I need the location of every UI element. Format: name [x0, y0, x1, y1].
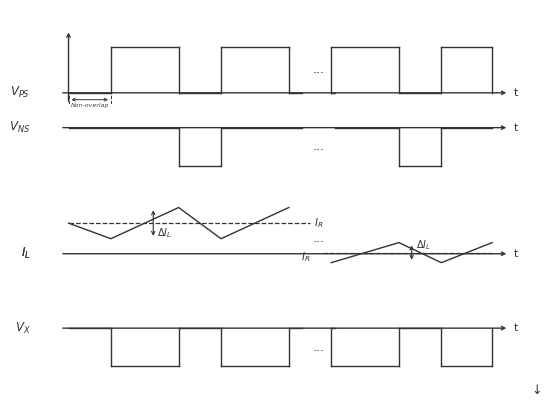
Text: ...: ... [312, 140, 324, 153]
Text: t: t [513, 88, 518, 98]
Text: $V_{PS}$: $V_{PS}$ [11, 85, 30, 100]
Text: ...: ... [312, 232, 324, 245]
Text: $V_{NS}$: $V_{NS}$ [9, 120, 30, 135]
Text: $I_R$: $I_R$ [314, 216, 324, 230]
Text: ...: ... [312, 340, 324, 354]
Text: $I_R$: $I_R$ [301, 250, 310, 264]
Text: $I_L$: $I_L$ [21, 246, 30, 261]
Text: t: t [513, 323, 518, 333]
Text: Non-overlap: Non-overlap [70, 103, 109, 108]
Text: $\Delta I_L$: $\Delta I_L$ [157, 226, 172, 240]
Text: $\Delta I_L$: $\Delta I_L$ [416, 238, 431, 251]
Text: t: t [513, 123, 518, 133]
Text: $\downarrow$: $\downarrow$ [529, 383, 541, 397]
Text: ...: ... [312, 63, 324, 76]
Text: $V_X$: $V_X$ [15, 321, 30, 336]
Text: t: t [513, 249, 518, 259]
Text: $I_L$: $I_L$ [21, 246, 30, 261]
